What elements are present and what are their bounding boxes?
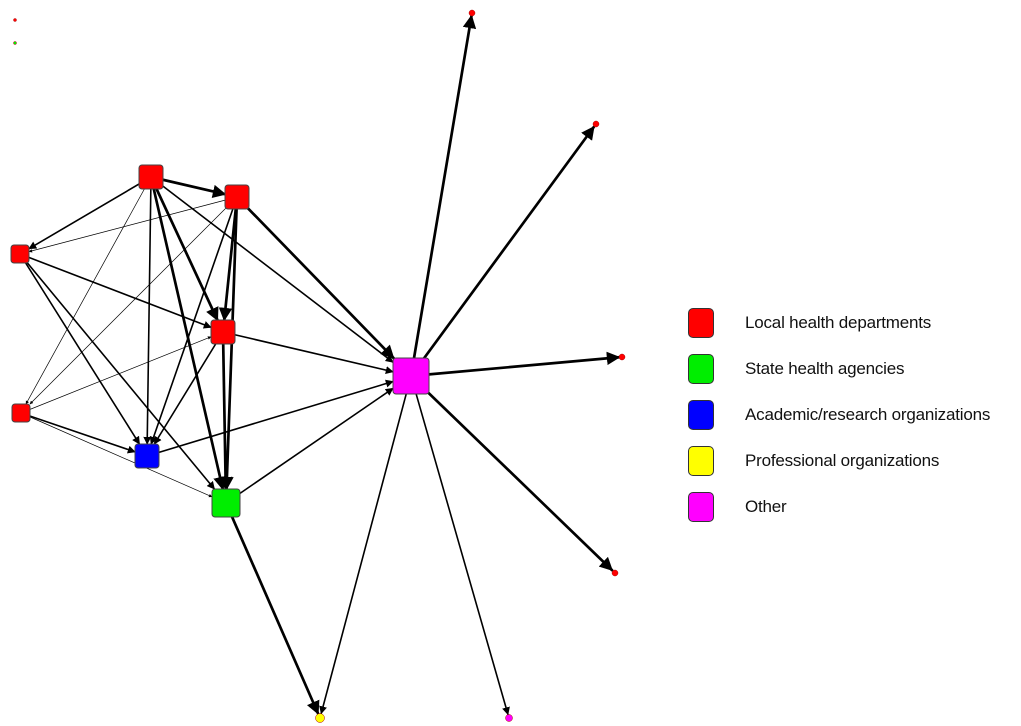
edge-lhd-4-academic-1 (20, 412, 136, 454)
node-lhd-3 (10, 244, 30, 264)
edge-lhd-5-state-1 (218, 330, 233, 491)
edge-lhd-2-other-hub (235, 195, 395, 360)
edge-other-hub-other-peripheral-1 (410, 375, 510, 716)
node-isolate-2 (13, 41, 17, 45)
edge-other-hub-professional-1 (319, 375, 412, 715)
edge-lhd-3-state-1 (19, 253, 216, 490)
edge-lhd-2-lhd-3 (28, 196, 238, 253)
legend-label-local: Local health departments (745, 313, 932, 332)
node-lhd-4 (11, 403, 31, 423)
edge-lhd-2-lhd-4 (29, 196, 238, 405)
edge-lhd-3-academic-1 (19, 253, 141, 445)
legend-swatch-local (688, 308, 714, 338)
edge-lhd-5-academic-1 (153, 331, 224, 445)
node-other-peripheral-1 (505, 714, 513, 722)
legend-swatch-state (688, 354, 714, 384)
edge-lhd-1-lhd-4 (25, 176, 152, 405)
legend-swatch-academic (688, 400, 714, 430)
legend: Local health departments State health ag… (688, 300, 990, 530)
node-professional-1 (315, 713, 325, 723)
edges-layer (19, 14, 621, 716)
legend-label-other: Other (745, 497, 787, 516)
node-other-hub (392, 357, 430, 395)
edge-lhd-5-other-hub (222, 331, 394, 375)
edge-state-1-professional-1 (224, 501, 320, 715)
edge-lhd-1-lhd-3 (28, 176, 152, 250)
edge-lhd-4-state-1 (20, 412, 213, 498)
legend-label-state: State health agencies (745, 359, 905, 378)
edge-other-hub-lhd-peripheral-4 (409, 374, 614, 572)
edge-lhd-3-lhd-5 (19, 253, 212, 329)
legend-item-other: Other (688, 484, 990, 530)
edge-lhd-4-lhd-5 (20, 336, 212, 414)
edge-state-1-other-hub (225, 387, 394, 504)
node-academic-1 (134, 443, 160, 469)
node-lhd-5 (210, 319, 236, 345)
legend-label-professional: Professional organizations (745, 451, 940, 470)
edge-academic-1-other-hub (146, 379, 394, 457)
edge-other-hub-lhd-peripheral-2 (409, 125, 596, 378)
legend-swatch-other (688, 492, 714, 522)
legend-label-academic: Academic/research organizations (745, 405, 991, 424)
legend-item-state: State health agencies (688, 346, 990, 392)
edge-lhd-2-lhd-5 (218, 195, 239, 322)
legend-item-local: Local health departments (688, 300, 990, 346)
edge-other-hub-lhd-peripheral-1 (409, 14, 477, 378)
node-lhd-peripheral-2 (592, 120, 600, 128)
edge-other-hub-lhd-peripheral-3 (409, 351, 621, 378)
edge-lhd-1-lhd-5 (149, 175, 219, 322)
node-isolate-1 (13, 18, 17, 22)
legend-item-professional: Professional organizations (688, 438, 990, 484)
edge-lhd-1-academic-1 (143, 176, 152, 445)
node-lhd-peripheral-3 (618, 353, 626, 361)
node-state-1 (211, 488, 241, 518)
edge-lhd-1-other-hub (150, 176, 394, 364)
node-lhd-1 (138, 164, 164, 190)
nodes-layer (10, 9, 626, 723)
node-lhd-peripheral-4 (611, 569, 619, 577)
legend-swatch-professional (688, 446, 714, 476)
node-lhd-peripheral-1 (468, 9, 476, 17)
legend-item-academic: Academic/research organizations (688, 392, 990, 438)
node-lhd-2 (224, 184, 250, 210)
